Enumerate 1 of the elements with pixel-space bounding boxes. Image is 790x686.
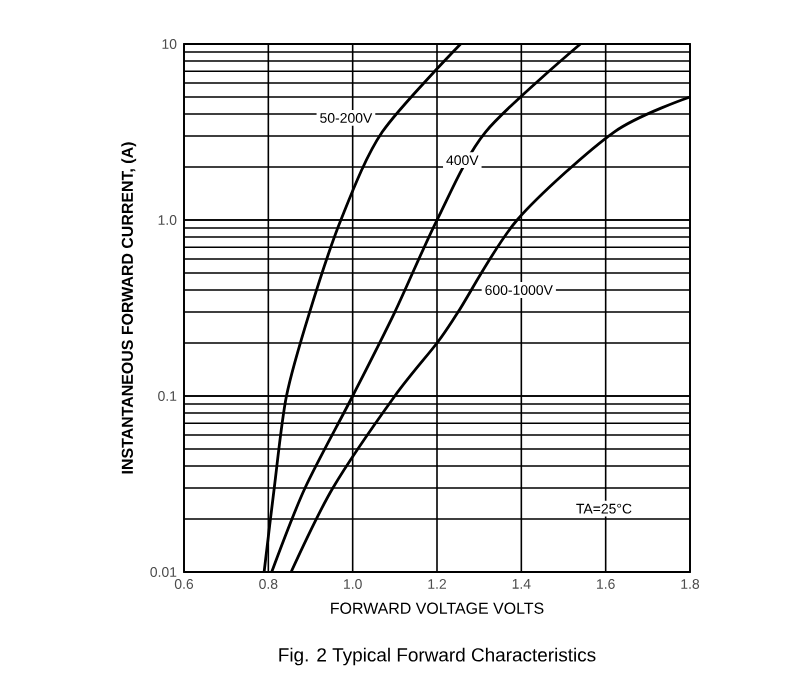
text: Fig. 2 Typical Forward Characteristics	[279, 647, 596, 666]
